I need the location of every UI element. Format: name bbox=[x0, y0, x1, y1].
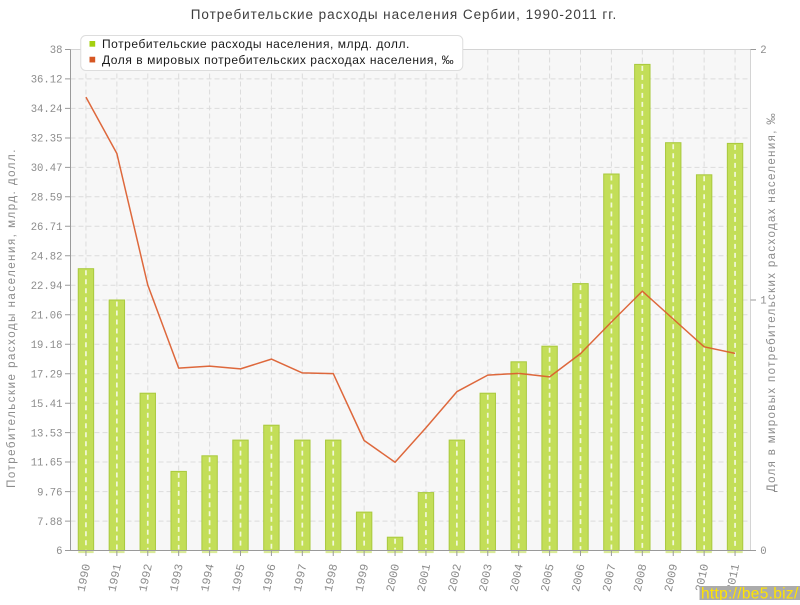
svg-text:http://be5.biz/: http://be5.biz/ bbox=[701, 585, 799, 600]
svg-text:Потребительские расходы населе: Потребительские расходы населения Сербии… bbox=[191, 7, 617, 22]
svg-text:15.41: 15.41 bbox=[31, 399, 63, 411]
svg-text:9.76: 9.76 bbox=[37, 487, 62, 499]
svg-text:34.24: 34.24 bbox=[31, 104, 63, 116]
svg-text:30.47: 30.47 bbox=[31, 163, 63, 175]
svg-text:13.53: 13.53 bbox=[31, 428, 63, 440]
svg-text:6: 6 bbox=[56, 546, 62, 558]
svg-text:2: 2 bbox=[760, 45, 766, 57]
svg-text:21.06: 21.06 bbox=[31, 310, 63, 322]
svg-text:0: 0 bbox=[760, 546, 766, 558]
svg-text:26.71: 26.71 bbox=[31, 222, 63, 234]
svg-text:28.59: 28.59 bbox=[31, 193, 63, 205]
svg-text:19.18: 19.18 bbox=[31, 340, 63, 352]
svg-text:24.82: 24.82 bbox=[31, 252, 63, 264]
svg-text:Потребительские расходы населе: Потребительские расходы населения, млрд.… bbox=[102, 37, 410, 51]
svg-text:36.12: 36.12 bbox=[31, 75, 63, 87]
svg-text:Доля в мировых потребительских: Доля в мировых потребительских расходах … bbox=[766, 112, 778, 492]
svg-text:22.94: 22.94 bbox=[31, 281, 63, 293]
svg-text:32.35: 32.35 bbox=[31, 134, 63, 146]
svg-text:Потребительские расходы населе: Потребительские расходы населения, млрд.… bbox=[6, 148, 18, 488]
svg-text:Доля в мировых потребительских: Доля в мировых потребительских расходах … bbox=[102, 53, 454, 67]
svg-text:38: 38 bbox=[50, 45, 63, 57]
svg-text:17.29: 17.29 bbox=[31, 369, 63, 381]
svg-text:11.65: 11.65 bbox=[31, 458, 63, 470]
svg-text:7.88: 7.88 bbox=[37, 517, 62, 529]
